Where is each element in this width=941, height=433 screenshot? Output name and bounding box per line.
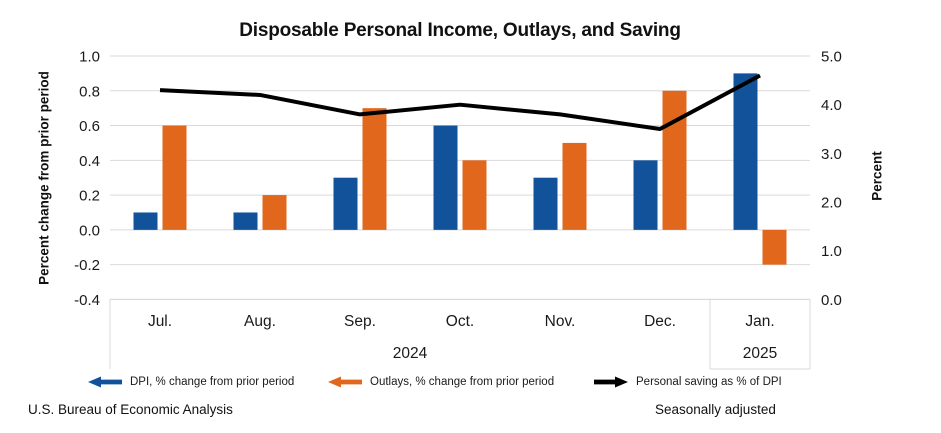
right-axis-tick: 0.0: [821, 292, 842, 309]
month-label-nov: Nov.: [545, 313, 576, 330]
month-label-aug: Aug.: [244, 313, 276, 330]
right-axis-tick: 2.0: [821, 195, 842, 212]
month-label-oct: Oct.: [446, 313, 474, 330]
bar-outlays-dec: [662, 90, 687, 230]
bar-outlays-oct: [462, 160, 487, 230]
month-label-jul: Jul.: [148, 313, 172, 330]
legend-label-saving: Personal saving as % of DPI: [636, 376, 782, 388]
bar-outlays-sep: [362, 108, 387, 230]
arrow-shape: [328, 376, 362, 388]
bar-dpi-sep: [333, 177, 358, 230]
left-axis-tick: 0.0: [79, 222, 100, 239]
dpi-arrow-icon: [88, 376, 122, 388]
chart-title: Disposable Personal Income, Outlays, and…: [239, 20, 681, 41]
bar-dpi-nov: [533, 177, 558, 230]
right-axis-tick: 1.0: [821, 243, 842, 260]
bar-outlays-nov: [562, 142, 587, 230]
legend-item-dpi: DPI, % change from prior period: [88, 374, 294, 390]
saving-line: [159, 73, 761, 132]
right-axis-tick: 5.0: [821, 49, 842, 66]
month-label-jan: Jan.: [745, 313, 774, 330]
bar-dpi-aug: [233, 212, 258, 230]
month-label-dec: Dec.: [644, 313, 676, 330]
bar-dpi-jul: [133, 212, 158, 230]
legend-label-dpi: DPI, % change from prior period: [130, 376, 295, 388]
legend-item-outlays: Outlays, % change from prior period: [328, 374, 554, 390]
left-axis-tick: -0.2: [74, 257, 100, 274]
month-label-sep: Sep.: [344, 313, 376, 330]
left-axis-tick: 1.0: [79, 49, 100, 66]
legend-label-outlays: Outlays, % change from prior period: [370, 376, 555, 388]
source-note: U.S. Bureau of Economic Analysis: [28, 402, 233, 417]
bar-dpi-dec: [633, 160, 658, 230]
bar-outlays-aug: [262, 195, 287, 230]
adjustment-note: Seasonally adjusted: [655, 402, 776, 417]
right-axis-tick: 3.0: [821, 146, 842, 163]
bar-outlays-jan: [762, 229, 787, 265]
arrow-shape: [594, 376, 628, 388]
left-axis-tick: 0.4: [79, 153, 100, 170]
bar-dpi-oct: [433, 125, 458, 230]
legend-item-saving: Personal saving as % of DPI: [594, 374, 782, 390]
arrow-shape: [88, 376, 122, 388]
left-axis-tick: 0.8: [79, 83, 100, 100]
saving-arrow-icon: [594, 376, 628, 388]
right-axis-tick: 4.0: [821, 97, 842, 114]
left-axis-tick: -0.4: [74, 292, 100, 309]
bar-outlays-jul: [162, 125, 187, 230]
year-label-2025: 2025: [743, 345, 777, 362]
left-axis-tick: 0.6: [79, 118, 100, 135]
left-axis-tick: 0.2: [79, 188, 100, 205]
year-label-2024: 2024: [393, 345, 428, 362]
bar-dpi-jan: [733, 73, 758, 230]
outlays-arrow-icon: [328, 376, 362, 388]
